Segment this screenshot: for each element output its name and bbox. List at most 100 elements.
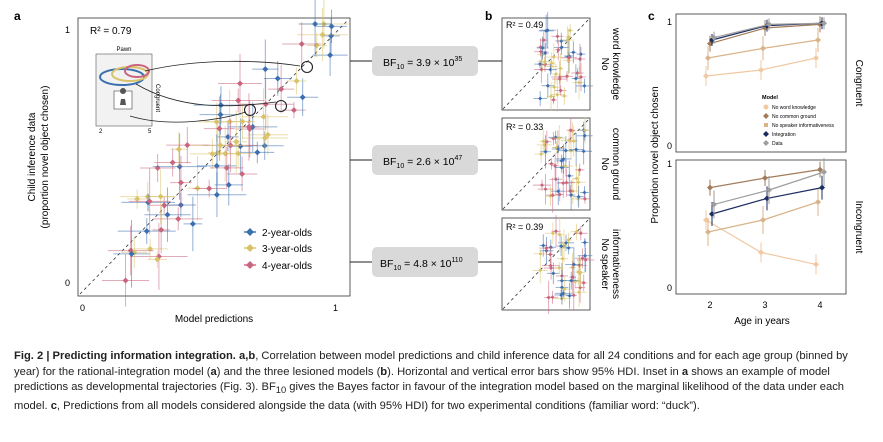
b-point xyxy=(574,147,579,152)
legend-c-label-3: Integration xyxy=(772,132,796,138)
b-point xyxy=(582,133,587,138)
a-point xyxy=(235,150,242,157)
b-point xyxy=(538,251,543,256)
a-point xyxy=(327,52,334,59)
c-point xyxy=(813,261,819,268)
a-point xyxy=(184,142,191,149)
b-point xyxy=(578,231,583,236)
a-point xyxy=(264,131,271,138)
b-point xyxy=(571,139,576,144)
highlight-circle-2 xyxy=(274,99,288,113)
c-point xyxy=(766,21,772,28)
inset-ellipse-blue xyxy=(99,68,145,86)
b-point xyxy=(555,92,560,97)
a-point xyxy=(175,215,182,222)
panel-a-legend: 2-year-olds 3-year-olds 4-year-olds xyxy=(244,228,312,272)
a-point xyxy=(189,220,196,227)
panel-c-legend: Model No word knowledge No common ground… xyxy=(762,95,834,147)
b-point xyxy=(569,193,574,198)
figure-2: a R² = 0.79 Pawn 2 5 Congruent 2-year-ol… xyxy=(14,0,864,327)
b-point xyxy=(539,152,544,157)
b-point xyxy=(550,231,555,236)
inset-arrow-1 xyxy=(144,60,301,72)
bf-box-3-bg xyxy=(372,247,478,277)
b-point xyxy=(557,265,562,270)
a-point xyxy=(122,277,129,284)
b-point xyxy=(571,262,576,267)
a-point xyxy=(328,23,335,30)
b-point xyxy=(576,194,581,199)
panel-b3-side-2: informativeness xyxy=(610,229,621,299)
bf-box-2: BF10 = 2.6 × 1047 xyxy=(350,145,502,175)
b-point xyxy=(568,128,573,133)
panel-c-legend-title: Model xyxy=(762,95,778,101)
b-point xyxy=(553,72,558,77)
panel-b2-diagonal xyxy=(502,118,590,210)
b-point xyxy=(567,55,572,60)
b-point xyxy=(549,61,554,66)
panel-a-label: a xyxy=(14,9,21,23)
panel-b-subplot-1: R² = 0.49 No word knowledge xyxy=(501,12,621,112)
caption-ref-b1: b xyxy=(380,365,388,378)
b-point xyxy=(564,180,569,185)
legend-c-marker-4 xyxy=(763,140,769,146)
legend-c-label-4: Data xyxy=(772,141,783,147)
b-point xyxy=(557,136,562,141)
panel-c-xlabel: Age in years xyxy=(734,316,790,327)
b-point xyxy=(563,164,568,169)
panel-c-ytick-top-0: 0 xyxy=(667,141,672,151)
legend-2yo-label: 2-year-olds xyxy=(262,228,312,239)
panel-a-ylabel-line2: (proportion novel object chosen) xyxy=(40,86,51,229)
b-point xyxy=(571,293,576,298)
caption-text-6: , Predictions from all models considered… xyxy=(56,400,700,413)
legend-4yo-label: 4-year-olds xyxy=(262,261,312,272)
b-point xyxy=(561,181,566,186)
a-point xyxy=(161,202,168,209)
panel-c-row-congruent: Congruent xyxy=(853,60,864,107)
b-point xyxy=(577,290,582,295)
b-point xyxy=(557,232,562,237)
inset-xtick-left: 2 xyxy=(99,129,103,135)
c-point xyxy=(813,55,819,61)
a-point xyxy=(299,94,306,101)
a-point xyxy=(217,102,224,109)
b-point xyxy=(582,83,587,88)
panel-c-ytick-top-1: 1 xyxy=(667,17,672,27)
b-point xyxy=(553,177,558,182)
b-point xyxy=(553,163,558,168)
b-point xyxy=(543,50,548,55)
panel-c-xtick-3: 3 xyxy=(762,300,767,310)
caption-title: Fig. 2 | Predicting information integrat… xyxy=(14,350,236,362)
a-point xyxy=(298,40,305,47)
b-point xyxy=(566,245,571,250)
b-point xyxy=(546,295,551,300)
panel-a-xlabel: Model predictions xyxy=(175,314,253,325)
b-point xyxy=(565,38,570,43)
legend-c-label-0: No word knowledge xyxy=(772,105,816,111)
caption-text-3: ). Horizontal and vertical error bars sh… xyxy=(387,365,682,378)
panel-b2-points xyxy=(533,117,593,213)
a-point xyxy=(239,118,246,125)
caption-text-4: shows an example of model predictions as… xyxy=(14,365,830,394)
a-point xyxy=(278,86,285,93)
b-point xyxy=(577,80,582,85)
b-point xyxy=(538,96,543,101)
a-point xyxy=(225,181,232,188)
b-point xyxy=(583,128,588,133)
panel-a-points xyxy=(102,0,349,307)
c-point xyxy=(758,67,764,73)
b-point xyxy=(548,252,553,257)
a-point xyxy=(274,75,281,82)
panel-b3-points xyxy=(532,215,595,315)
caption-ref-c1: c xyxy=(50,400,57,413)
b-point xyxy=(561,243,566,248)
b-point xyxy=(560,256,565,261)
a-point xyxy=(154,256,161,263)
panel-c-label: c xyxy=(648,9,655,23)
b-point xyxy=(582,190,587,195)
a-point xyxy=(237,143,244,150)
a-point xyxy=(254,149,261,156)
a-point xyxy=(216,125,223,132)
b-point xyxy=(554,229,559,234)
b-point xyxy=(539,183,544,188)
